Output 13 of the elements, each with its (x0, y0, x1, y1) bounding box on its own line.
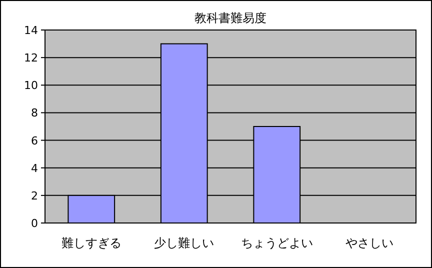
y-tick-label: 4 (31, 162, 38, 175)
y-tick-label: 10 (24, 79, 38, 92)
x-tick-label: 少し難しい (154, 236, 214, 250)
y-tick-label: 0 (31, 217, 38, 230)
chart-title: 教科書難易度 (194, 11, 266, 25)
x-tick-label: ちょうどよい (240, 236, 313, 250)
y-tick-label: 2 (31, 189, 38, 202)
y-tick-label: 6 (31, 134, 38, 148)
y-tick-label: 14 (24, 24, 38, 37)
x-tick-label: 難しすぎる (61, 236, 122, 250)
y-tick-label: 8 (31, 106, 38, 120)
x-tick-label: やさしい (346, 236, 394, 250)
y-tick-label: 12 (24, 52, 38, 65)
